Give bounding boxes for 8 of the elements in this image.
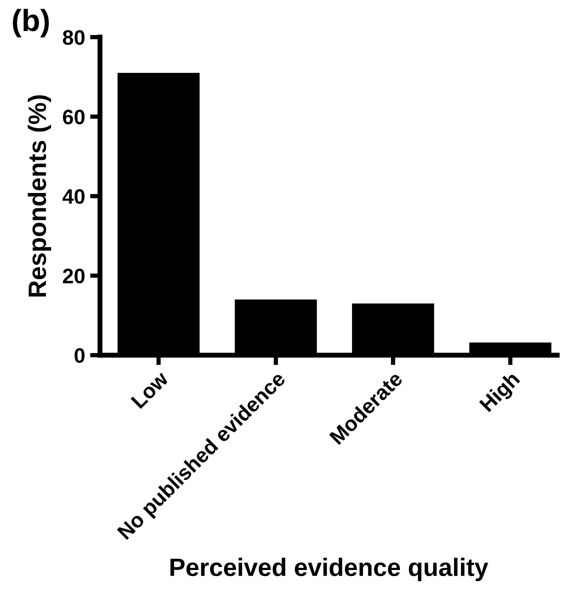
x-axis-title: Perceived evidence quality — [170, 558, 488, 582]
y-axis-title: Respondents (%) — [28, 95, 52, 297]
y-tick-label: 20 — [62, 268, 85, 284]
y-tick-label: 60 — [62, 110, 85, 124]
y-tick-label: 0 — [74, 348, 85, 363]
text: (b) — [12, 8, 49, 38]
y-tick-label: 80 — [62, 30, 85, 45]
y-tick-label: 40 — [62, 189, 85, 204]
